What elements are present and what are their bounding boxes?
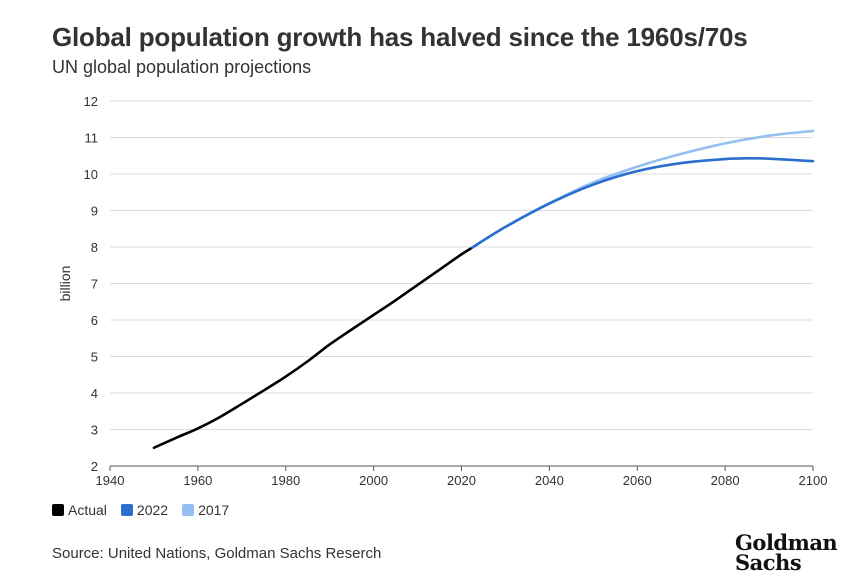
x-tick-label: 2000 [359, 473, 388, 488]
y-tick-label: 4 [91, 386, 98, 401]
logo-line-1: Goldman [735, 530, 838, 555]
source-note: Source: United Nations, Goldman Sachs Re… [52, 545, 382, 562]
legend-item-2017: 2017 [182, 502, 229, 518]
chart-subtitle: UN global population projections [52, 57, 312, 77]
y-tick-label: 12 [84, 94, 98, 109]
legend-item-actual: Actual [52, 502, 107, 518]
y-tick-label: 2 [91, 459, 98, 474]
legend-swatch-2022 [120, 504, 133, 516]
x-tick-label: 1980 [271, 473, 300, 488]
legend-label-actual: Actual [68, 502, 107, 518]
legend-swatch-2017 [182, 504, 195, 516]
x-tick-label: 1940 [96, 473, 125, 488]
chart-legend: Actual 2022 2017 [52, 502, 229, 518]
y-tick-label: 10 [84, 167, 98, 182]
y-tick-label: 7 [91, 277, 98, 292]
legend-label-2022: 2022 [136, 502, 169, 518]
y-axis-label: billion [57, 266, 73, 302]
y-tick-label: 11 [85, 131, 99, 146]
series-line-actual [152, 247, 472, 450]
x-tick-label: 2060 [623, 473, 652, 488]
legend-swatch-actual [52, 504, 64, 516]
x-tick-label: 1960 [183, 473, 212, 488]
legend-label-2017: 2017 [198, 502, 230, 518]
y-tick-label: 3 [91, 423, 98, 438]
x-tick-label: 2080 [711, 473, 740, 488]
y-tick-label: 6 [91, 313, 98, 328]
x-tick-label: 2040 [535, 473, 564, 488]
series-line-2022 [468, 156, 815, 251]
y-tick-label: 8 [91, 240, 98, 255]
logo-line-2: Sachs [735, 550, 802, 575]
chart-title: Global population growth has halved sinc… [52, 22, 748, 52]
series-line-2017 [460, 129, 815, 256]
x-tick-label: 2100 [799, 473, 828, 488]
y-tick-label: 5 [91, 350, 98, 365]
y-tick-label: 9 [91, 204, 98, 219]
goldman-sachs-logo: Goldman Sachs [735, 530, 838, 575]
legend-item-2022: 2022 [120, 502, 169, 518]
x-tick-label: 2020 [447, 473, 476, 488]
